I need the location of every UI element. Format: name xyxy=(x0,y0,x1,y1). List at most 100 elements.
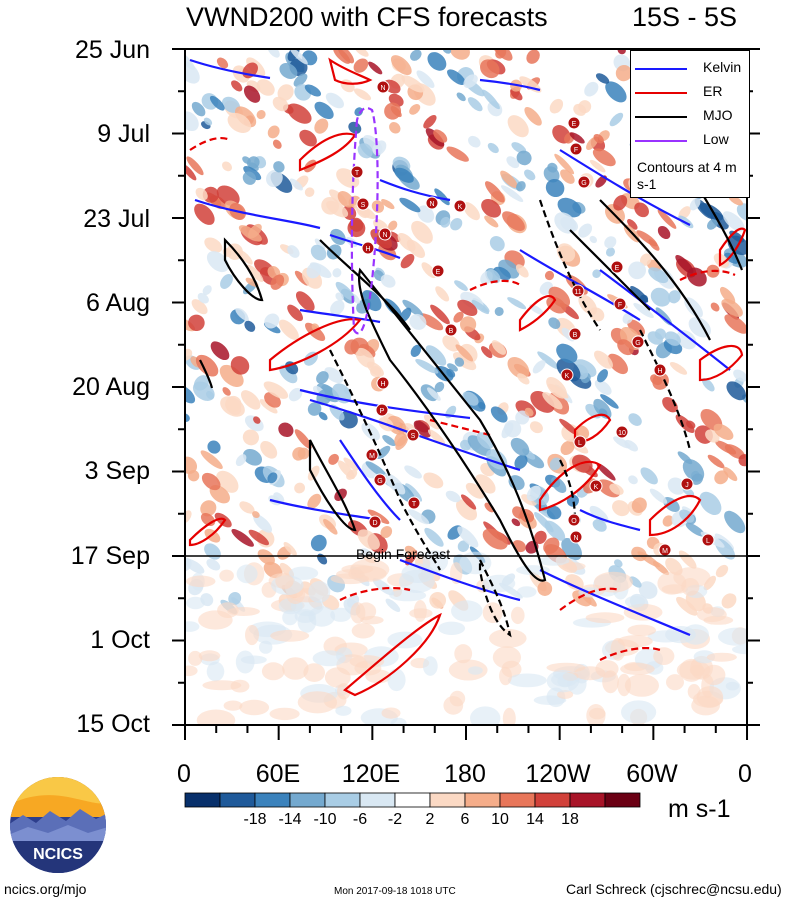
anomaly-patch xyxy=(423,414,441,430)
storm-marker xyxy=(356,197,370,211)
anomaly-patch xyxy=(551,672,578,687)
anomaly-patch xyxy=(450,49,470,60)
anomaly-patch xyxy=(545,178,565,198)
storm-marker-label: N xyxy=(380,85,385,92)
anomaly-patch xyxy=(242,171,257,185)
anomaly-patch xyxy=(593,398,612,419)
anomaly-patch xyxy=(185,575,216,588)
anomaly-patch xyxy=(417,205,435,223)
anomaly-patch xyxy=(511,606,525,625)
anomaly-patch xyxy=(542,391,563,410)
colorbar-swatch xyxy=(359,792,396,808)
storm-marker xyxy=(350,165,364,179)
anomaly-patch xyxy=(467,97,483,112)
anomaly-patch xyxy=(295,291,315,312)
anomaly-patch xyxy=(206,251,229,273)
anomaly-patch xyxy=(260,440,278,459)
anomaly-patch xyxy=(316,389,332,406)
colorbar-tick-label: 18 xyxy=(561,811,579,828)
anomaly-patch xyxy=(353,88,372,101)
anomaly-patch xyxy=(529,421,543,434)
anomaly-patch xyxy=(630,285,649,303)
anomaly-patch xyxy=(634,202,649,218)
storm-marker xyxy=(653,363,667,377)
storm-marker-label: L xyxy=(706,538,710,545)
anomaly-patch xyxy=(517,373,530,385)
er-contour xyxy=(718,227,747,267)
legend-item-er: ER xyxy=(635,83,745,103)
anomaly-patch xyxy=(335,281,355,301)
anomaly-patch xyxy=(242,429,259,446)
anomaly-patch xyxy=(245,624,259,646)
y-tick-label: 17 Sep xyxy=(70,542,150,570)
anomaly-patch xyxy=(554,212,577,234)
anomaly-patch xyxy=(381,707,401,719)
anomaly-patch xyxy=(516,181,526,192)
anomaly-patch xyxy=(482,89,500,110)
storm-marker-label: E xyxy=(615,265,620,272)
y-tick-label: 25 Jun xyxy=(74,36,150,64)
storm-marker xyxy=(568,327,582,341)
anomaly-patch xyxy=(595,73,610,84)
mjo-contour xyxy=(599,199,711,341)
anomaly-patch xyxy=(278,422,294,438)
anomaly-patch xyxy=(425,345,447,366)
anomaly-patch xyxy=(308,581,331,603)
anomaly-patch xyxy=(324,367,344,384)
anomaly-patch xyxy=(201,472,221,491)
er-contour xyxy=(188,517,227,547)
storm-marker xyxy=(680,477,694,491)
anomaly-patch xyxy=(526,49,540,64)
anomaly-patch xyxy=(363,134,383,154)
colorbar-tick-label: 10 xyxy=(491,811,509,828)
storm-marker-label: N xyxy=(382,232,387,239)
anomaly-patch xyxy=(395,435,409,450)
legend-item-mjo: MJO xyxy=(635,107,745,127)
anomaly-patch xyxy=(707,454,725,469)
anomaly-patch xyxy=(624,595,646,608)
anomaly-patch xyxy=(706,652,737,662)
anomaly-patch xyxy=(722,211,745,232)
anomaly-patch xyxy=(490,406,508,423)
anomaly-patch xyxy=(400,253,415,269)
anomaly-patch xyxy=(724,314,747,334)
anomaly-patch xyxy=(225,395,242,412)
anomaly-patch xyxy=(303,663,326,682)
anomaly-patch xyxy=(290,49,308,65)
storm-marker xyxy=(571,284,585,298)
er-contour xyxy=(343,612,442,697)
anomaly-patch xyxy=(354,107,364,117)
anomaly-patch xyxy=(294,429,312,449)
anomaly-patch xyxy=(427,52,447,71)
storm-marker-label: G xyxy=(635,340,640,347)
anomaly-patch xyxy=(253,416,261,424)
colorbar xyxy=(184,792,641,808)
anomaly-patch xyxy=(463,74,478,89)
anomaly-patch xyxy=(481,199,502,218)
legend-swatch xyxy=(635,92,687,94)
anomaly-patch xyxy=(383,473,406,495)
storm-marker-label: L xyxy=(578,440,582,447)
storm-marker xyxy=(701,533,715,547)
anomaly-patch xyxy=(312,650,346,667)
anomaly-patch xyxy=(223,700,243,711)
ncics-logo: NCICS xyxy=(10,777,106,873)
kelvin-contour xyxy=(299,388,471,420)
anomaly-patch xyxy=(343,457,359,471)
storm-marker-label: K xyxy=(565,373,570,380)
er-contour xyxy=(648,495,702,537)
anomaly-patch xyxy=(337,460,355,479)
legend-item-kelvin: Kelvin xyxy=(635,59,745,79)
anomaly-patch xyxy=(549,98,564,114)
anomaly-patch xyxy=(389,589,427,602)
anomaly-patch xyxy=(487,142,499,154)
storm-marker-label: G xyxy=(377,478,382,485)
anomaly-patch xyxy=(484,215,499,228)
anomaly-patch xyxy=(544,520,566,541)
anomaly-patch xyxy=(622,312,633,324)
anomaly-patch xyxy=(650,287,671,307)
anomaly-patch xyxy=(239,501,255,514)
anomaly-patch xyxy=(650,374,663,386)
footer-url[interactable]: ncics.org/mjo xyxy=(4,881,87,897)
anomaly-patch xyxy=(609,483,624,495)
